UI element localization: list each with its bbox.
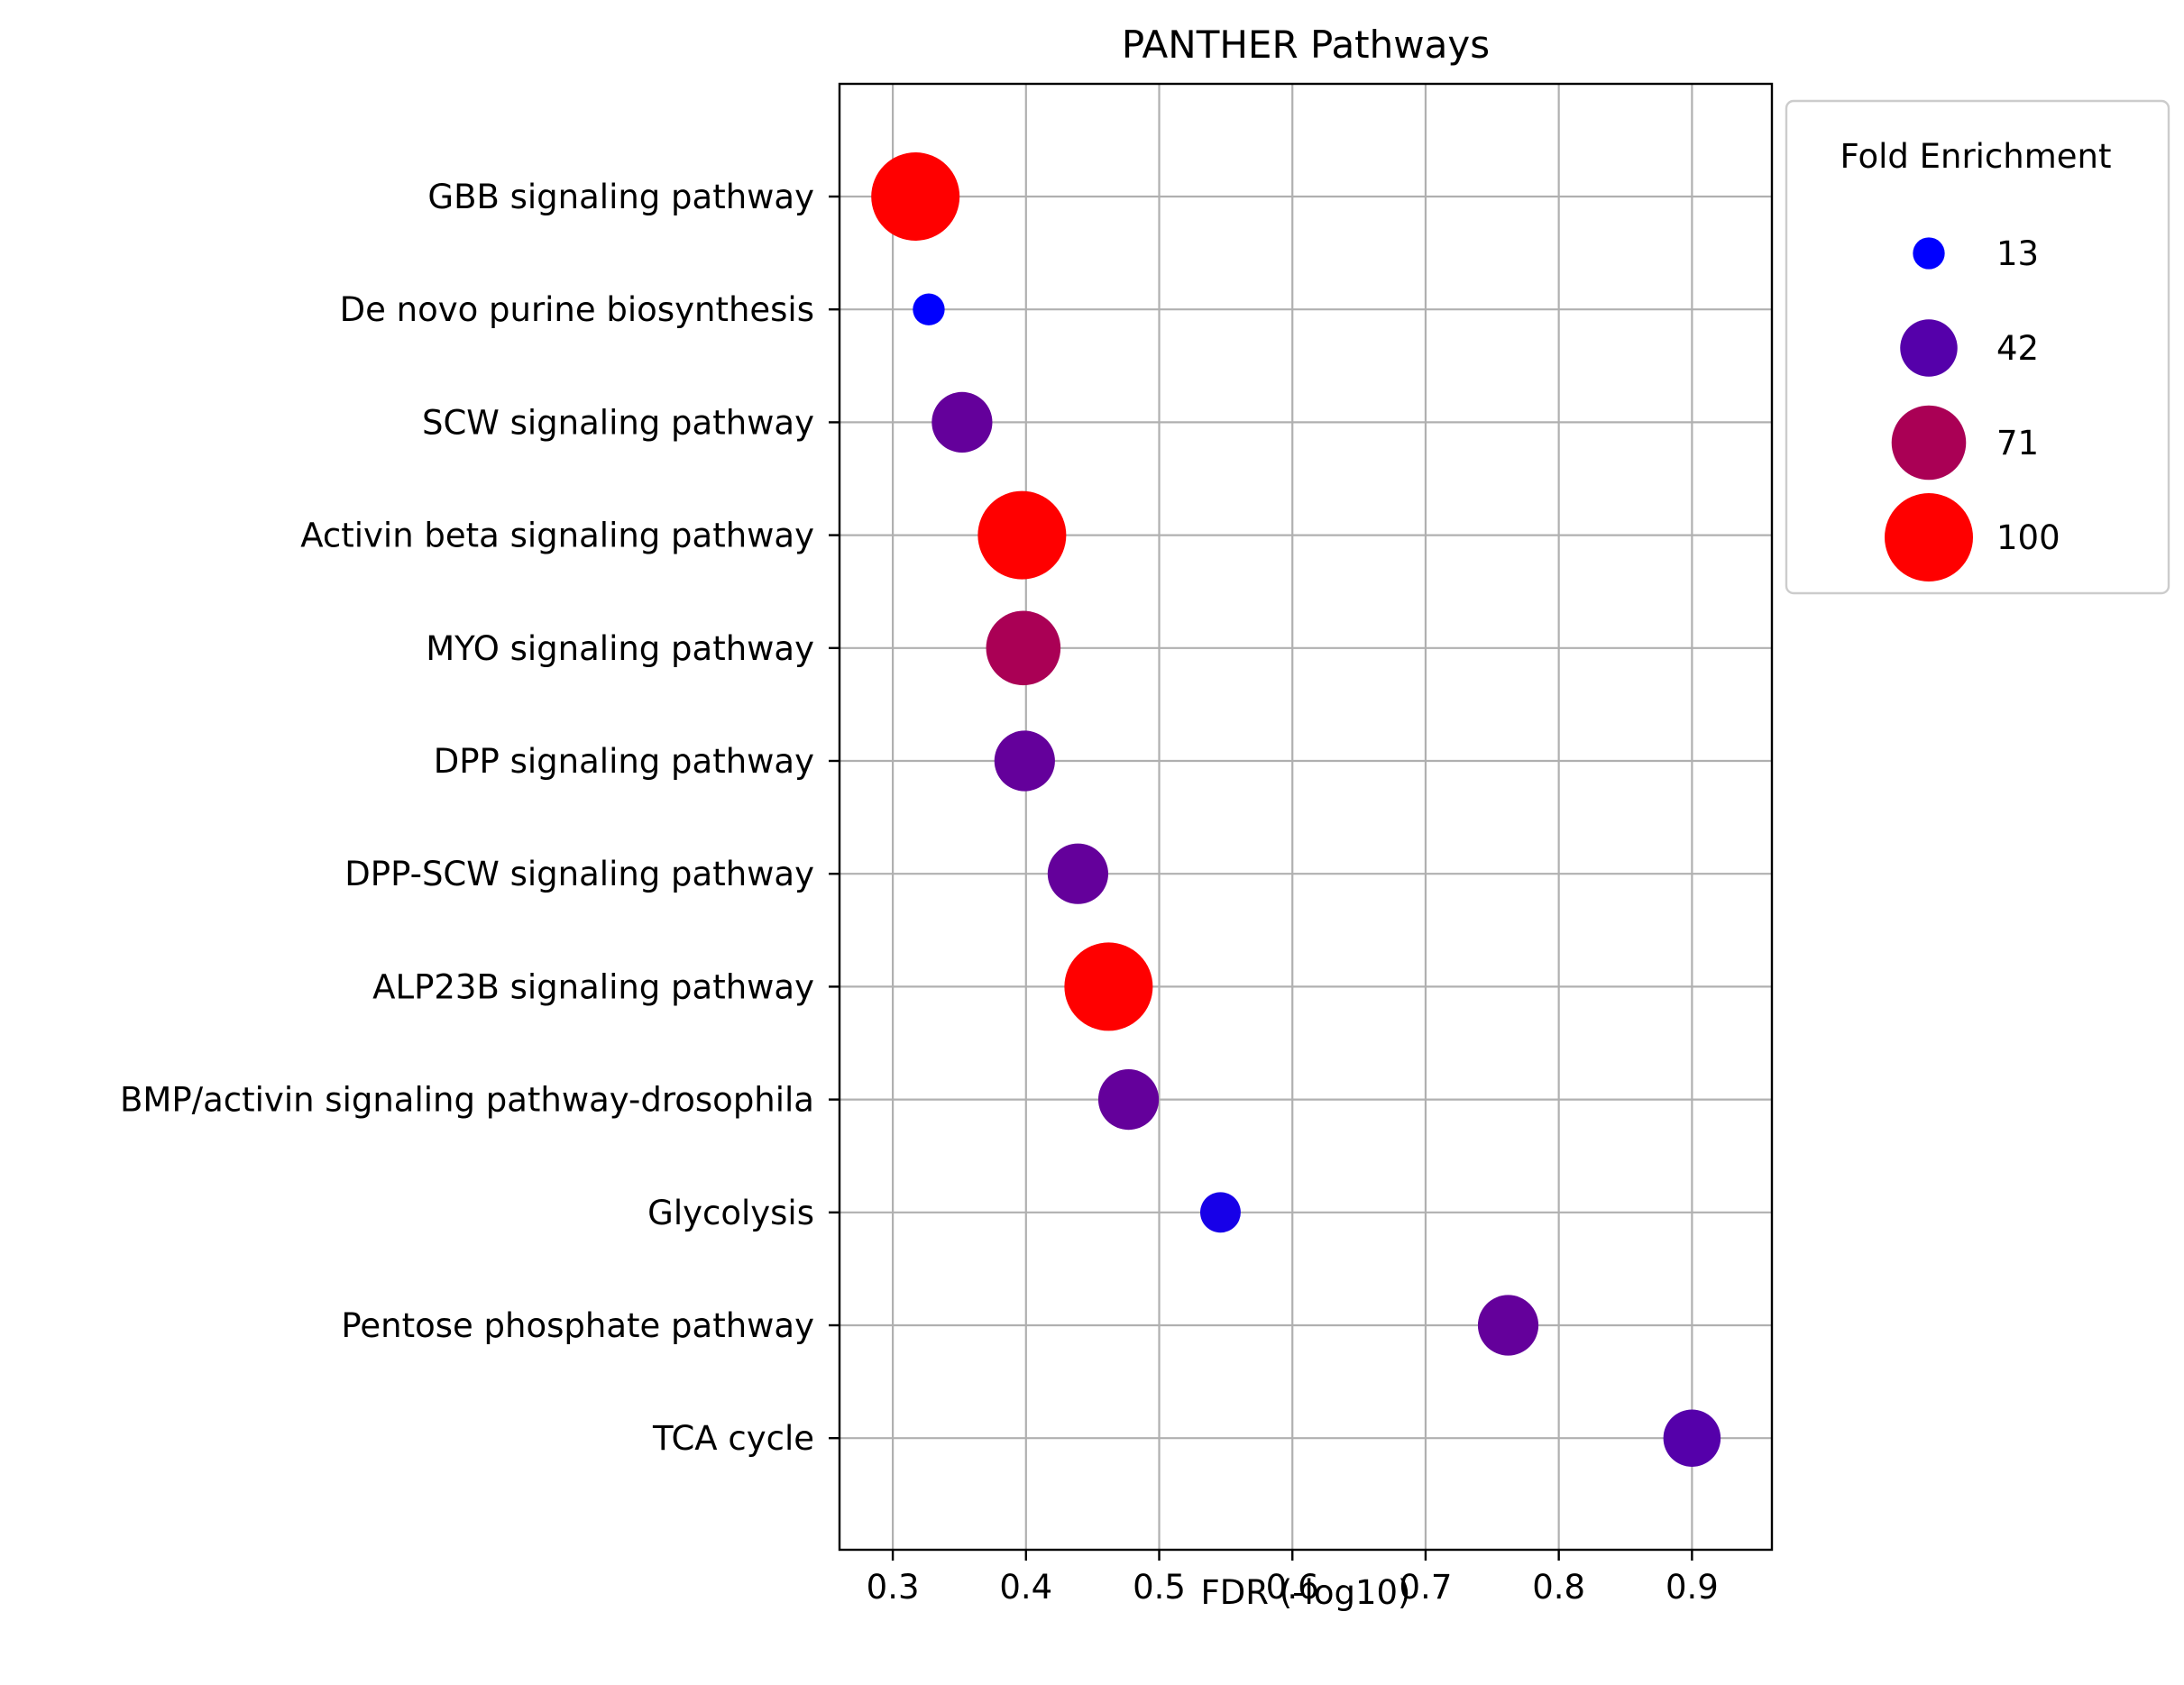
data-point — [913, 293, 945, 325]
x-axis: 0.3 0.4 0.5 0.6 0.7 0.8 0.9 — [867, 1550, 1719, 1607]
legend-title: Fold Enrichment — [1840, 137, 2111, 176]
y-tick-label: Activin beta signaling pathway — [300, 517, 814, 555]
legend: Fold Enrichment 13 42 71 100 — [1785, 99, 2170, 595]
data-point — [1097, 1069, 1160, 1131]
data-point — [871, 152, 960, 241]
legend-marker — [1900, 319, 1958, 377]
data-point — [1477, 1295, 1539, 1356]
y-tick-label: TCA cycle — [652, 1419, 814, 1458]
data-point — [931, 391, 993, 453]
chart-title: PANTHER Pathways — [1122, 23, 1490, 67]
y-tick-label: MYO signaling pathway — [426, 629, 814, 668]
y-axis: GBB signaling pathway De novo purine bios… — [120, 178, 840, 1458]
y-tick-label: De novo purine biosynthesis — [340, 290, 814, 329]
plot-frame — [838, 82, 1774, 1552]
data-point — [1200, 1192, 1241, 1233]
y-tick-label: Glycolysis — [647, 1194, 814, 1232]
data-points — [871, 152, 1721, 1467]
data-point — [977, 490, 1067, 580]
legend-label: 100 — [1996, 518, 2060, 557]
data-point — [1064, 942, 1153, 1031]
y-tick-label: DPP signaling pathway — [434, 742, 814, 781]
x-tick-label: 0.8 — [1532, 1568, 1585, 1607]
y-tick-label: GBB signaling pathway — [427, 178, 814, 216]
data-point — [986, 610, 1061, 686]
x-axis-label: FDR (-log10) — [1201, 1573, 1411, 1612]
y-tick-label: BMP/activin signaling pathway-drosophila — [120, 1081, 814, 1120]
data-point — [1663, 1409, 1721, 1467]
data-point — [1047, 843, 1109, 904]
legend-frame — [1785, 99, 2170, 595]
x-tick-label: 0.9 — [1666, 1568, 1719, 1607]
legend-marker — [1913, 237, 1945, 270]
legend-label: 71 — [1996, 424, 2039, 462]
data-point — [994, 730, 1055, 792]
legend-entries: 13 42 71 100 — [1885, 234, 2060, 582]
legend-marker — [1885, 493, 1973, 582]
legend-label: 13 — [1996, 234, 2039, 273]
x-tick-label: 0.6 — [1266, 1568, 1319, 1607]
x-tick-label: 0.4 — [999, 1568, 1052, 1607]
y-tick-label: ALP23B signaling pathway — [372, 967, 814, 1006]
legend-label: 42 — [1996, 329, 2039, 368]
legend-marker — [1891, 405, 1967, 481]
x-tick-label: 0.5 — [1133, 1568, 1186, 1607]
y-tick-label: DPP-SCW signaling pathway — [344, 855, 814, 893]
y-tick-label: Pentose phosphate pathway — [341, 1306, 814, 1345]
grid-lines — [840, 84, 1772, 1550]
x-tick-label: 0.3 — [867, 1568, 920, 1607]
y-tick-label: SCW signaling pathway — [422, 403, 814, 442]
x-tick-label: 0.7 — [1399, 1568, 1453, 1607]
